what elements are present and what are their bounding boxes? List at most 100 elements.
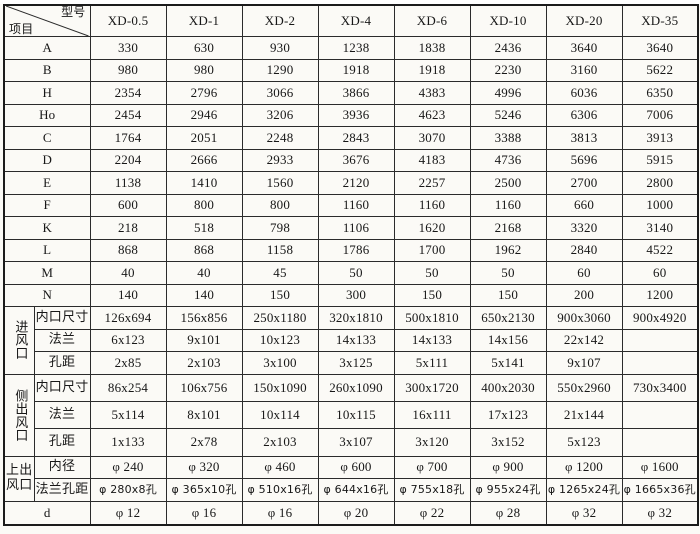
cell-Ho-XD-0.5: 2454	[89, 103, 167, 127]
cell-E-XD-2: 1560	[241, 171, 319, 195]
row-label-d: d	[3, 501, 91, 526]
top-outlet-flange-hole-XD-35: φ 1665x36孔	[621, 478, 699, 503]
cell-F-XD-1: 800	[165, 193, 243, 217]
cell-A-XD-35: 3640	[621, 36, 699, 60]
cell-K-XD-4: 1106	[317, 216, 395, 240]
cell-A-XD-20: 3640	[545, 36, 623, 60]
cell-B-XD-10: 2230	[469, 58, 547, 82]
side-outlet-flange-a-XD-1: 8x101	[165, 400, 243, 430]
cell-E-XD-1: 1410	[165, 171, 243, 195]
table-row: 孔距 2x85 2x103 3x100 3x125 5x111 5x141 9x107	[4, 351, 699, 375]
side-outlet-flange-b-XD-20: 5x123	[545, 428, 623, 457]
cell-d-XD-4: φ 20	[317, 501, 395, 526]
inlet-flange-b-XD-10: 5x141	[469, 351, 547, 375]
row-label-N: N	[3, 283, 91, 307]
top-outlet-group-label-line2: 风口	[6, 477, 33, 493]
cell-D-XD-0.5: 2204	[89, 148, 167, 172]
model-header-0: XD-0.5	[89, 4, 167, 37]
cell-K-XD-10: 2168	[469, 216, 547, 240]
top-outlet-inner-diameter-XD-0.5: φ 240	[89, 455, 167, 480]
cell-C-XD-35: 3913	[621, 126, 699, 150]
inlet-inner-size-XD-10: 650x2130	[469, 306, 547, 330]
cell-L-XD-1: 868	[165, 238, 243, 262]
corner-model-label: 型号	[61, 5, 86, 19]
cell-H-XD-0.5: 2354	[89, 81, 167, 105]
top-outlet-flange-hole-XD-20: φ 1265x24孔	[545, 478, 623, 503]
diagonal-divider-icon	[6, 6, 89, 36]
table-row: D 2204 2666 2933 3676 4183 4736 5696 5915	[3, 148, 699, 172]
cell-N-XD-4: 300	[317, 283, 395, 307]
table-row: 侧出风口 内口尺寸 86x254 106x756 150x1090 260x1090 300…	[3, 373, 699, 457]
cell-B-XD-4: 1918	[317, 58, 395, 82]
side-outlet-group-label: 侧出风口	[3, 373, 35, 457]
inlet-inner-size-XD-0.5: 126x694	[89, 306, 167, 330]
table-row: 法兰 5x114 8x101 10x114 10x115 16x111 17x123 21x1…	[4, 400, 699, 430]
table-row: 法兰孔距 φ 280x8孔 φ 365x10孔 φ 510x16孔 φ 644x16孔 φ…	[4, 478, 699, 503]
cell-K-XD-35: 3140	[621, 216, 699, 240]
cell-F-XD-10: 1160	[469, 193, 547, 217]
cell-d-XD-20: φ 32	[545, 501, 623, 526]
cell-F-XD-4: 1160	[317, 193, 395, 217]
cell-N-XD-1: 140	[165, 283, 243, 307]
cell-H-XD-6: 4383	[393, 81, 471, 105]
top-outlet-inner-diameter-XD-20: φ 1200	[545, 455, 623, 480]
cell-L-XD-35: 4522	[621, 238, 699, 262]
cell-M-XD-1: 40	[165, 261, 243, 285]
cell-N-XD-20: 200	[545, 283, 623, 307]
cell-K-XD-1: 518	[165, 216, 243, 240]
side-outlet-inner-size-XD-35: 730x3400	[621, 373, 699, 402]
cell-K-XD-2: 798	[241, 216, 319, 240]
side-outlet-flange-label-top: 法兰	[33, 400, 91, 430]
model-header-7: XD-35	[621, 4, 699, 37]
cell-C-XD-2: 2248	[241, 126, 319, 150]
side-outlet-flange-b-XD-6: 3x120	[393, 428, 471, 457]
table-row: M 40 40 45 50 50 50 60 60	[3, 261, 699, 285]
side-outlet-flange-b-XD-1: 2x78	[165, 428, 243, 457]
table-row: 法兰 6x123 9x101 10x123 14x133 14x133 14x156 22x1…	[4, 328, 699, 352]
row-label-L: L	[3, 238, 91, 262]
top-outlet-inner-diameter-XD-35: φ 1600	[621, 455, 699, 480]
inlet-inner-size-XD-4: 320x1810	[317, 306, 395, 330]
table-row: N 140 140 150 300 150 150 200 1200	[3, 283, 699, 307]
cell-A-XD-6: 1838	[393, 36, 471, 60]
cell-D-XD-35: 5915	[621, 148, 699, 172]
inlet-flange-b-XD-35	[621, 351, 699, 375]
cell-L-XD-6: 1700	[393, 238, 471, 262]
top-outlet-group-label-line1: 上出	[6, 462, 33, 478]
cell-K-XD-0.5: 218	[89, 216, 167, 240]
inlet-flange-a-XD-1: 9x101	[165, 328, 243, 352]
corner-header-cell: 型号 项目	[3, 4, 91, 37]
cell-M-XD-4: 50	[317, 261, 395, 285]
cell-H-XD-20: 6036	[545, 81, 623, 105]
top-outlet-inner-diameter-XD-10: φ 900	[469, 455, 547, 480]
cell-E-XD-20: 2700	[545, 171, 623, 195]
cell-D-XD-20: 5696	[545, 148, 623, 172]
cell-M-XD-20: 60	[545, 261, 623, 285]
side-outlet-inner-size-XD-2: 150x1090	[241, 373, 319, 402]
cell-d-XD-10: φ 28	[469, 501, 547, 526]
cell-Ho-XD-4: 3936	[317, 103, 395, 127]
table-row: Ho 2454 2946 3206 3936 4623 5246 6306 7006	[3, 103, 699, 127]
table-row: A 330 630 930 1238 1838 2436 3640 3640	[3, 36, 699, 60]
side-outlet-flange-a-XD-4: 10x115	[317, 400, 395, 430]
model-header-3: XD-4	[317, 4, 395, 37]
cell-L-XD-20: 2840	[545, 238, 623, 262]
top-outlet-flange-hole-XD-6: φ 755x18孔	[393, 478, 471, 503]
cell-N-XD-35: 1200	[621, 283, 699, 307]
table-row: F 600 800 800 1160 1160 1160 660 1000	[3, 193, 699, 217]
inlet-inner-size-XD-20: 900x3060	[545, 306, 623, 330]
inlet-flange-label-bottom: 孔距	[33, 351, 91, 375]
cell-C-XD-1: 2051	[165, 126, 243, 150]
row-label-F: F	[3, 193, 91, 217]
row-label-Ho: Ho	[3, 103, 91, 127]
top-outlet-inner-diameter-XD-2: φ 460	[241, 455, 319, 480]
top-outlet-flange-hole-XD-1: φ 365x10孔	[165, 478, 243, 503]
top-outlet-inner-diameter-XD-6: φ 700	[393, 455, 471, 480]
corner-item-label: 项目	[9, 21, 34, 36]
cell-N-XD-10: 150	[469, 283, 547, 307]
table-row: 孔距 1x133 2x78 2x103 3x107 3x120 3x152 5x123	[4, 428, 699, 457]
cell-d-XD-35: φ 32	[621, 501, 699, 526]
side-outlet-flange-a-XD-0.5: 5x114	[89, 400, 167, 430]
inlet-flange-b-XD-0.5: 2x85	[89, 351, 167, 375]
cell-d-XD-6: φ 22	[393, 501, 471, 526]
